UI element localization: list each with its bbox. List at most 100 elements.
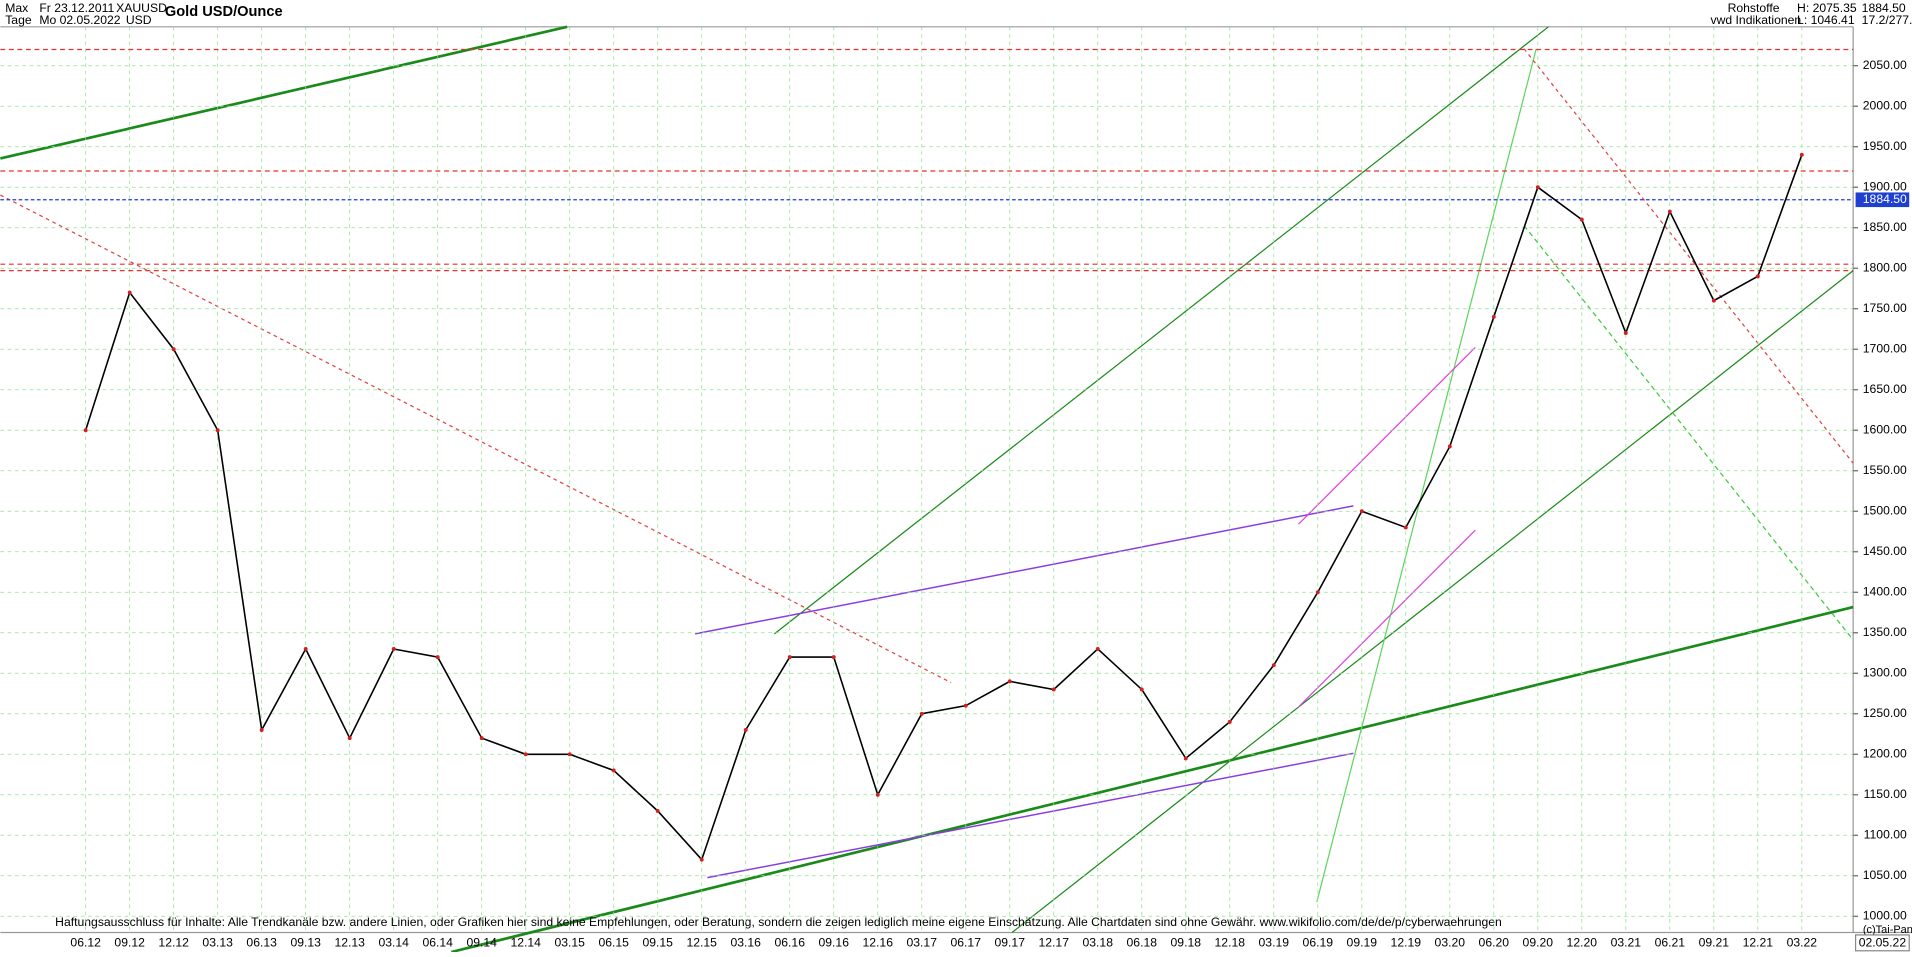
x-tick-label: 09.16 — [819, 936, 850, 950]
x-tick-label: 06.16 — [775, 936, 806, 950]
price-point — [1007, 679, 1012, 684]
x-tick-label: 09.12 — [114, 936, 145, 950]
price-point — [611, 768, 616, 773]
x-tick-label: 12.16 — [863, 936, 894, 950]
disclaimer: Haftungsausschluss für Inhalte: Alle Tre… — [55, 915, 1502, 929]
price-point — [655, 809, 660, 813]
group: Rohstoffe — [1728, 1, 1780, 15]
x-tick-label: 09.15 — [642, 936, 673, 950]
range-mode[interactable]: Max — [5, 1, 28, 15]
y-tick-label: 1100.00 — [1864, 828, 1907, 842]
x-tick-label: 12.13 — [334, 936, 365, 950]
price-point — [1271, 663, 1276, 668]
x-tick-label: 06.21 — [1655, 936, 1686, 950]
x-tick-label: 06.14 — [422, 936, 453, 950]
x-tick-label: 09.17 — [995, 936, 1026, 950]
price-point — [347, 736, 352, 741]
price-point — [831, 655, 836, 660]
price-point — [127, 290, 132, 295]
trend-line — [774, 26, 1549, 635]
x-tick-label: 03.21 — [1611, 936, 1642, 950]
y-tick-label: 1800.00 — [1863, 260, 1907, 274]
x-tick-label: 06.13 — [246, 936, 277, 950]
x-tick-label: 06.12 — [70, 936, 101, 950]
price-point — [1095, 647, 1100, 651]
x-tick-label: 12.15 — [686, 936, 717, 950]
trend-line — [1298, 529, 1476, 708]
x-tick-label: 03.17 — [907, 936, 938, 950]
trend-line — [1011, 270, 1854, 933]
price-point — [303, 647, 308, 651]
y-tick-label: 2000.00 — [1863, 98, 1907, 112]
price-point — [1051, 687, 1056, 692]
trend-line — [1298, 346, 1476, 525]
price-point — [523, 752, 528, 757]
x-tick-label: 06.15 — [598, 936, 629, 950]
end-date: Mo 02.05.2022 — [39, 13, 120, 27]
price-point — [215, 428, 220, 433]
x-tick-label: 06.17 — [951, 936, 982, 950]
x-tick-label: 03.15 — [554, 936, 585, 950]
x-tick-label: 03.13 — [202, 936, 233, 950]
price-point — [435, 655, 440, 660]
x-tick-label: 09.13 — [290, 936, 321, 950]
price-point — [1667, 209, 1672, 214]
y-tick-label: 1850.00 — [1863, 220, 1907, 234]
price-point — [1579, 217, 1584, 222]
x-tick-label: 09.21 — [1699, 936, 1730, 950]
price-point — [1227, 719, 1232, 724]
y-tick-label: 1200.00 — [1863, 746, 1907, 760]
price-point — [259, 728, 264, 732]
x-tick-label: 12.14 — [510, 936, 541, 950]
price-point — [83, 428, 88, 433]
start-date: Fr 23.12.2011 — [39, 1, 114, 15]
last-price: 1884.50 — [1862, 1, 1906, 15]
end-label: 02.05.22 — [1859, 936, 1907, 950]
x-tick-label: 06.19 — [1303, 936, 1334, 950]
price-point — [1491, 314, 1496, 319]
price-point — [1315, 590, 1320, 595]
trend-line — [1523, 225, 1854, 641]
price-point — [919, 711, 924, 716]
x-tick-label: 09.19 — [1347, 936, 1378, 950]
credit: (c)Tai-Pan — [1863, 924, 1912, 936]
y-tick-label: 1500.00 — [1863, 503, 1907, 517]
y-tick-label: 1950.00 — [1863, 139, 1907, 153]
x-tick-label: 06.18 — [1127, 936, 1158, 950]
price-line — [84, 154, 1803, 862]
x-tick-label: 12.17 — [1039, 936, 1070, 950]
x-tick-label: 03.14 — [378, 936, 409, 950]
price-point — [171, 347, 176, 352]
x-tick-label: 12.12 — [158, 936, 189, 950]
price-point — [1623, 331, 1628, 335]
price-point — [1403, 525, 1408, 530]
interval[interactable]: Tage — [5, 13, 32, 27]
y-tick-label: 1050.00 — [1863, 868, 1907, 882]
x-tick-label: 06.20 — [1479, 936, 1510, 950]
y-tick-label: 1650.00 — [1863, 382, 1907, 396]
source: vwd Indikationen — [1711, 13, 1802, 27]
price-point — [1535, 185, 1540, 190]
trend-line — [451, 605, 1854, 954]
trend-line — [707, 752, 1354, 879]
y-tick-label: 1300.00 — [1863, 665, 1907, 679]
trend-line — [1523, 48, 1854, 464]
y-tick-label: 1750.00 — [1863, 301, 1907, 315]
x-tick-label: 12.21 — [1743, 936, 1774, 950]
price-point — [875, 792, 880, 797]
y-tick-label: 2050.00 — [1863, 58, 1907, 72]
x-tick-label: 03.18 — [1083, 936, 1114, 950]
x-tick-label: 03.16 — [730, 936, 761, 950]
y-tick-label: 1600.00 — [1863, 422, 1907, 436]
trend-line — [1316, 48, 1537, 903]
price-point — [1447, 444, 1452, 449]
trend-line — [695, 505, 1354, 635]
x-tick-label: 09.14 — [466, 936, 497, 950]
x-tick-label: 03.20 — [1435, 936, 1466, 950]
y-tick-label: 1550.00 — [1863, 463, 1907, 477]
low: L: 1046.41 — [1797, 13, 1855, 27]
y-tick-label: 1250.00 — [1863, 706, 1907, 720]
y-tick-label: 1700.00 — [1863, 341, 1907, 355]
